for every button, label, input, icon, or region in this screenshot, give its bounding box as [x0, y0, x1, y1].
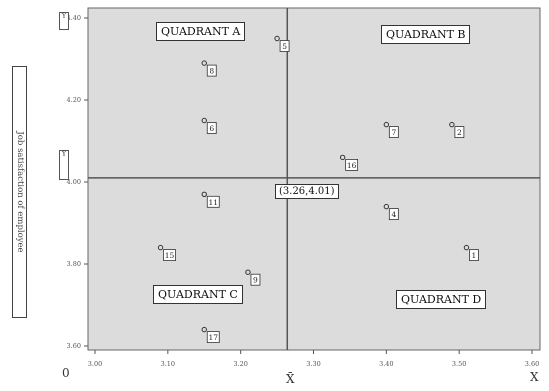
- y-tick-label: 4.40: [67, 14, 81, 22]
- x-tick-label: 3.40: [379, 360, 393, 368]
- scatter-point: [339, 154, 346, 161]
- point-label-box: [469, 249, 479, 262]
- axis-ticks: 3.00 3.10 3.20 3.30 3.40 3.50 3.60 3.60 3.80 4.00…: [67, 14, 540, 368]
- scatter-point: [201, 117, 207, 124]
- scatter-point: [383, 203, 390, 210]
- y-axis-label: Job satisfaction of employee: [12, 66, 27, 318]
- point-label: 9: [253, 276, 258, 285]
- point-label-box: [345, 158, 359, 171]
- quadrant-b-label: QUADRANT B: [381, 25, 471, 44]
- point-label: 2: [457, 128, 462, 137]
- point-label: 11: [208, 198, 218, 207]
- scatter-point: [383, 121, 390, 128]
- point-label-box: [206, 122, 217, 134]
- point-label-box: [206, 64, 217, 77]
- y-tick-label: 4.00: [67, 178, 81, 186]
- y-tick-label: 3.60: [67, 342, 81, 350]
- scatter-point: [449, 121, 455, 128]
- point-label-box: [206, 331, 220, 344]
- point-label-box: [388, 126, 399, 138]
- quadrant-c-label: QUADRANT C: [153, 285, 243, 304]
- scatter-point: [157, 244, 164, 251]
- scatter-point: [201, 191, 207, 198]
- point-label: 17: [208, 333, 218, 342]
- x-tick-label: 3.20: [233, 360, 247, 368]
- quadrant-a-label: QUADRANT A: [156, 22, 246, 41]
- x-axis-label: X: [530, 370, 539, 384]
- point-label-box: [163, 249, 176, 262]
- scatter-point: [201, 326, 207, 333]
- point-label-box: [206, 195, 220, 208]
- point-label: 16: [347, 161, 357, 170]
- point-label-box: [454, 126, 465, 138]
- x-tick-label: 3.30: [306, 360, 320, 368]
- scatter-point: [274, 35, 280, 42]
- point-label: 15: [165, 251, 175, 260]
- point-label: 8: [209, 67, 214, 76]
- scatter-point: [463, 244, 470, 251]
- point-label-box: [279, 40, 290, 52]
- point-label-box: [250, 273, 261, 286]
- point-label: 7: [391, 128, 396, 137]
- scatter-point: [245, 269, 251, 275]
- point-label: 5: [282, 42, 287, 51]
- point-label-box: [388, 208, 399, 221]
- y-axis-marker: Y: [59, 12, 69, 30]
- scatter-points: 5 8 6 11 15 9 17 16 7 2 4 1: [157, 35, 479, 344]
- x-tick-label: 3.10: [161, 360, 175, 368]
- ybar-marker: Ȳ: [59, 150, 69, 180]
- scatter-point: [201, 60, 207, 66]
- x-tick-label: 3.60: [525, 360, 539, 368]
- x-tick-label: 3.00: [88, 360, 102, 368]
- x-tick-label: 3.50: [452, 360, 466, 368]
- y-tick-label: 3.80: [67, 260, 81, 268]
- point-label: 1: [472, 251, 477, 260]
- y-tick-label: 4.20: [67, 96, 81, 104]
- point-label: 4: [391, 210, 396, 219]
- origin-label: 0: [62, 366, 70, 380]
- quadrant-d-label: QUADRANT D: [396, 290, 487, 309]
- xbar-axis-label: X̄: [286, 372, 295, 386]
- crosshair-label: (3.26,4.01): [275, 184, 339, 199]
- point-label: 6: [209, 124, 214, 133]
